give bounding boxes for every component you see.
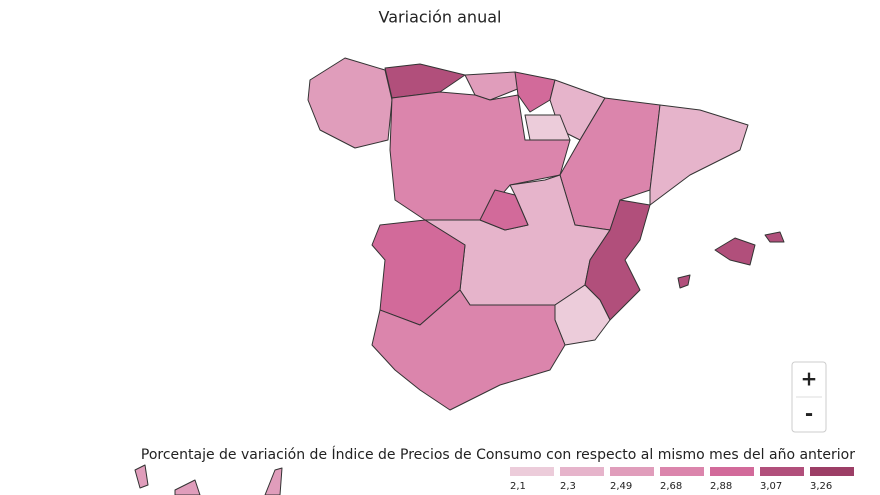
map-title: Variación anual — [379, 8, 502, 27]
legend-swatch — [810, 467, 854, 476]
legend-label: 3,26 — [810, 481, 832, 492]
zoom-in[interactable]: + — [801, 367, 818, 391]
regions — [134, 57, 785, 495]
zoom-out[interactable]: - — [805, 402, 813, 426]
mallorca — [714, 237, 756, 266]
galicia — [307, 57, 393, 149]
ibiza — [677, 274, 691, 289]
la-rioja — [524, 114, 571, 141]
legend: 2,1 2,3 2,49 2,68 2,88 3,07 3,26 — [510, 467, 854, 492]
legend-label: 2,3 — [560, 481, 576, 492]
legend-swatch — [710, 467, 754, 476]
legend-title: Porcentaje de variación de Índice de Pre… — [141, 446, 855, 463]
legend-label: 2,49 — [610, 481, 632, 492]
madrid — [479, 189, 529, 231]
cataluna — [649, 104, 749, 206]
pais-vasco — [514, 71, 556, 113]
zoom-control: + - — [791, 361, 827, 433]
cantabria — [464, 71, 521, 101]
legend-label: 3,07 — [760, 481, 782, 492]
canarias-west — [134, 464, 149, 489]
legend-label: 2,88 — [710, 481, 732, 492]
canarias-center — [174, 479, 201, 495]
andalucia — [371, 289, 566, 411]
legend-swatch — [510, 467, 554, 476]
canarias-east — [264, 467, 283, 495]
castilla-y-leon — [389, 91, 571, 221]
menorca — [764, 231, 785, 243]
legend-swatch — [660, 467, 704, 476]
legend-label: 2,68 — [660, 481, 682, 492]
asturias — [384, 63, 466, 99]
legend-swatch — [610, 467, 654, 476]
legend-label: 2,1 — [510, 481, 526, 492]
legend-swatch — [760, 467, 804, 476]
legend-swatch — [560, 467, 604, 476]
